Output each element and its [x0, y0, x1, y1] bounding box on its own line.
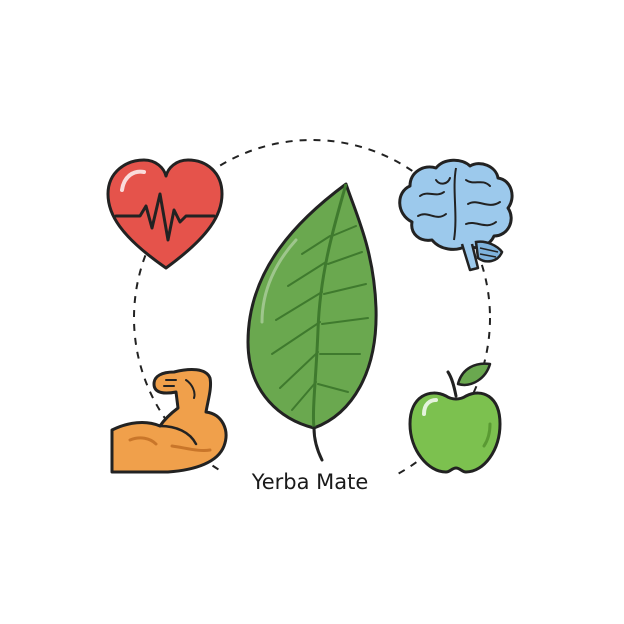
center-label: Yerba Mate	[222, 467, 398, 497]
leaf-icon	[246, 182, 378, 462]
muscle-arm-icon	[110, 368, 228, 474]
heart-icon	[106, 158, 224, 270]
apple-icon	[408, 362, 502, 474]
brain-icon	[398, 158, 514, 272]
connector-ring	[133, 139, 491, 497]
